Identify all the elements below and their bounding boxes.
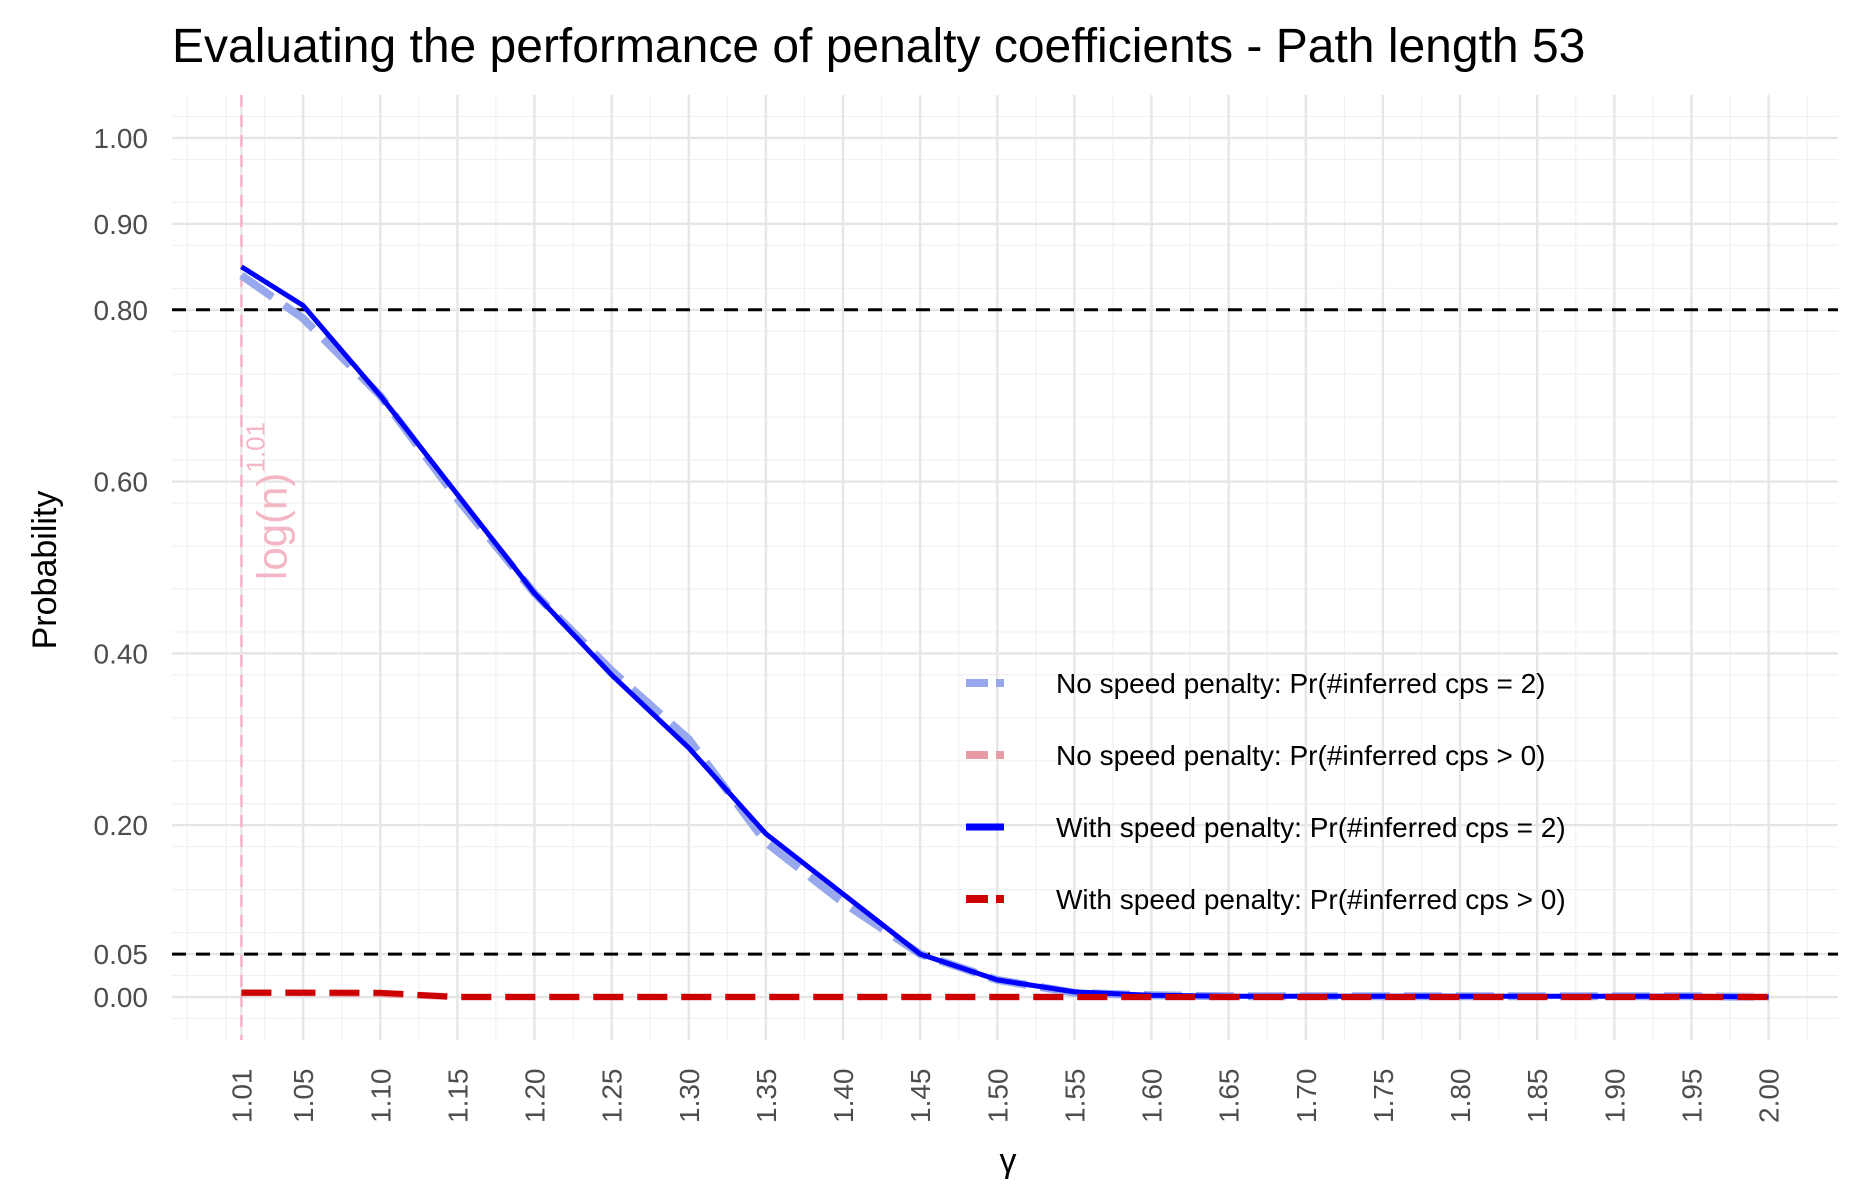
legend-label-2: No speed penalty: Pr(#inferred cps > 0) [1056, 740, 1545, 771]
x-tick-label: 1.85 [1522, 1069, 1553, 1124]
x-tick-label: 1.70 [1291, 1069, 1322, 1124]
y-tick-label: 0.40 [94, 638, 149, 669]
x-tick-label: 1.20 [520, 1069, 551, 1124]
legend-label-1: No speed penalty: Pr(#inferred cps = 2) [1056, 668, 1545, 699]
x-tick-label: 1.75 [1368, 1069, 1399, 1124]
x-tick-label: 1.10 [365, 1069, 396, 1124]
x-tick-label: 1.30 [674, 1069, 705, 1124]
series-line-3 [240, 264, 1769, 1000]
chart-title: Evaluating the performance of penalty co… [172, 20, 1585, 73]
x-tick-label: 1.25 [597, 1069, 628, 1124]
x-tick-label: 1.45 [905, 1069, 936, 1124]
y-axis-ticks: 0.00 0.05 0.20 0.40 0.60 0.80 0.90 1.00 [94, 123, 149, 1013]
x-axis-ticks: 1.01 1.05 1.10 1.15 1.20 1.25 1.30 1.35 1.40 1.45… [226, 1069, 1784, 1124]
x-tick-label: 1.35 [751, 1069, 782, 1124]
y-tick-label: 0.05 [94, 939, 149, 970]
y-tick-label: 1.00 [94, 123, 149, 154]
x-tick-label: 1.80 [1445, 1069, 1476, 1124]
y-tick-label: 0.00 [94, 982, 149, 1013]
x-tick-label: 1.50 [982, 1069, 1013, 1124]
x-tick-label: 1.05 [288, 1069, 319, 1124]
grid [172, 95, 1838, 1040]
x-tick-label: 1.60 [1137, 1069, 1168, 1124]
y-tick-label: 0.20 [94, 810, 149, 841]
series-line-4 [241, 989, 1769, 1000]
reference-lines: log(n)1.01 [172, 95, 1838, 1040]
legend-label-4: With speed penalty: Pr(#inferred cps > 0… [1056, 884, 1566, 915]
series-lines [239, 264, 1769, 1001]
reference-line-label: log(n)1.01 [240, 422, 295, 580]
x-tick-label: 1.95 [1676, 1069, 1707, 1124]
x-tick-label: 1.15 [442, 1069, 473, 1124]
x-tick-label: 1.55 [1059, 1069, 1090, 1124]
y-tick-label: 0.90 [94, 209, 149, 240]
x-tick-label: 1.40 [828, 1069, 859, 1124]
x-axis-title: γ [1000, 1142, 1017, 1180]
legend-label-3: With speed penalty: Pr(#inferred cps = 2… [1056, 812, 1566, 843]
reference-line-label-exponent: 1.01 [240, 422, 270, 473]
x-tick-label: 1.01 [226, 1069, 257, 1124]
y-tick-label: 0.80 [94, 295, 149, 326]
y-tick-label: 0.60 [94, 467, 149, 498]
legend: No speed penalty: Pr(#inferred cps = 2) N… [966, 668, 1566, 915]
x-tick-label: 2.00 [1754, 1069, 1785, 1124]
x-tick-label: 1.90 [1599, 1069, 1630, 1124]
x-tick-label: 1.65 [1214, 1069, 1245, 1124]
y-axis-title: Probability [26, 491, 64, 650]
